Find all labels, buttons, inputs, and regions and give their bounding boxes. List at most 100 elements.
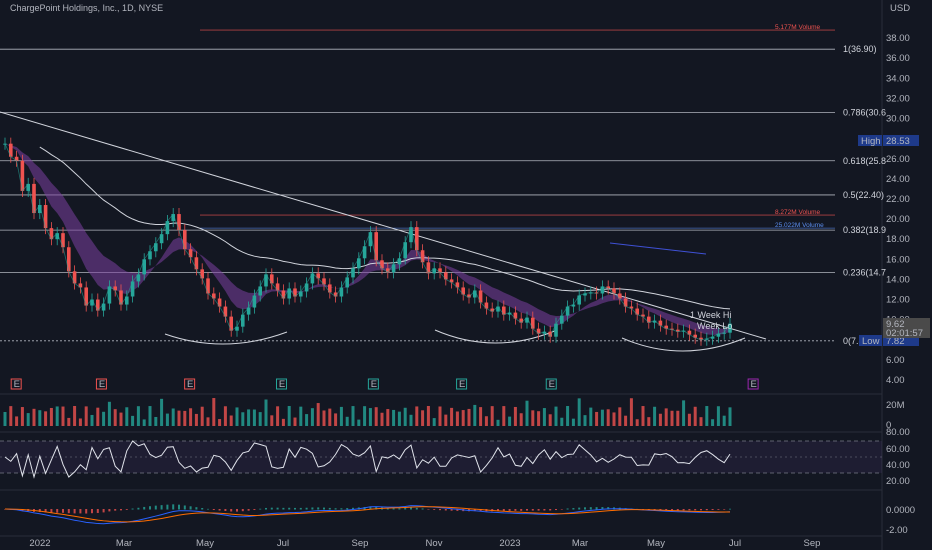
volume-bar — [258, 412, 262, 426]
candle-body — [618, 293, 622, 299]
candle-body — [212, 293, 216, 299]
candle-body — [699, 337, 703, 340]
volume-tick: 20M — [886, 400, 905, 411]
volume-bar — [589, 407, 593, 426]
candle-body — [287, 288, 291, 299]
candle-body — [722, 332, 726, 334]
candle-body — [658, 320, 663, 326]
candle-body — [531, 317, 535, 329]
earnings-marker-label: E — [187, 379, 193, 390]
candle-body — [159, 234, 164, 244]
volume-bar — [194, 413, 198, 426]
volume-bar — [363, 406, 367, 426]
volume-bar — [566, 406, 570, 426]
volume-bar — [548, 414, 552, 426]
candle-body — [502, 306, 506, 315]
macd-histogram-bar — [149, 506, 151, 510]
macd-histogram-bar — [537, 509, 540, 511]
volume-bar — [305, 414, 309, 426]
macd-histogram-bar — [705, 509, 708, 511]
macd-histogram-bar — [96, 509, 99, 513]
volume-bar — [281, 418, 285, 426]
fib-level-label: 1(36.90) — [843, 44, 877, 54]
cup-arc-3 — [621, 337, 746, 352]
macd-histogram-bar — [694, 509, 697, 511]
earnings-marker-box — [545, 378, 557, 390]
cup-arc-1 — [164, 331, 288, 345]
candle-body — [142, 259, 146, 275]
volume-bar — [223, 406, 227, 426]
price-tick: 22.00 — [886, 194, 910, 205]
earnings-marker-box — [367, 378, 379, 390]
volume-bar — [658, 413, 662, 426]
candle-body — [536, 328, 541, 334]
candle-body — [461, 287, 465, 295]
macd-histogram-bar — [143, 506, 146, 510]
candle-body — [328, 284, 332, 293]
macd-histogram-bar — [555, 509, 557, 511]
volume-bar — [444, 414, 448, 426]
volume-annotation-label: 5.177M Volume — [775, 24, 821, 31]
candle-body — [415, 227, 419, 251]
fib-level-label: 0.5(22.40) — [843, 190, 884, 200]
volume-bar — [218, 419, 222, 426]
price-axis: 38.0036.0034.0032.0030.0028.0026.0024.00… — [886, 33, 910, 386]
volume-bar — [415, 406, 419, 426]
time-axis-label: Sep — [804, 538, 821, 549]
earnings-marker-label: E — [279, 379, 285, 390]
candle-body — [426, 262, 431, 274]
macd-histogram-bar — [305, 507, 308, 510]
volume-bar — [339, 406, 343, 426]
volume-bar — [368, 408, 372, 426]
candle-body — [473, 290, 477, 298]
macd-histogram-bar — [572, 508, 575, 510]
candle-body — [693, 334, 697, 338]
macd-histogram-bar — [131, 508, 134, 510]
volume-bar — [171, 408, 175, 426]
volume-annotations: 5.177M Volume 8.272M Volume 25.022M Volume — [200, 24, 835, 229]
candle-body — [183, 230, 187, 250]
candle-body — [101, 303, 106, 311]
volume-bar — [380, 412, 384, 426]
time-axis: 2022 Mar May Jul Sep Nov 2023 Mar May Jul Sep — [29, 538, 820, 549]
time-axis-label: 2023 — [499, 538, 520, 549]
macd-histogram-bar — [711, 509, 714, 511]
fib-level-label: 0.236(14.7 — [843, 267, 886, 277]
currency-label: USD — [890, 3, 910, 14]
macd-histogram-bar — [334, 508, 337, 510]
candle-body — [403, 242, 407, 259]
volume-bar — [513, 406, 517, 426]
volume-bar — [107, 401, 111, 426]
volume-bar — [716, 406, 720, 426]
earnings-marker-box — [10, 378, 22, 390]
macd-histogram-bar — [218, 509, 221, 511]
earnings-marker-label: E — [14, 379, 20, 390]
downtrend-line — [0, 111, 767, 340]
volume-bar — [212, 398, 216, 426]
price-tick: 16.00 — [886, 254, 910, 265]
fib-level-label: 0(7.89) — [843, 336, 872, 346]
week-high-label: 1 Week Hi — [690, 310, 731, 320]
candle-body — [386, 268, 390, 273]
volume-bar — [508, 416, 512, 426]
candle-body — [652, 320, 657, 323]
volume-bar — [722, 415, 726, 426]
candle-body — [78, 283, 83, 288]
time-axis-label: Mar — [116, 538, 132, 549]
time-axis-label: Jul — [729, 538, 741, 549]
volume-bar — [96, 407, 100, 426]
countdown-timer: 02:01:57 — [886, 328, 923, 339]
volume-bar — [653, 406, 657, 426]
price-series-line — [4, 143, 731, 341]
volume-bar — [78, 418, 82, 426]
volume-bar — [577, 398, 581, 426]
candle-body — [560, 315, 564, 324]
time-axis-label: May — [196, 538, 214, 549]
candle-body — [554, 323, 558, 337]
macd-histogram-bar — [450, 509, 453, 511]
candle-body — [548, 331, 552, 337]
rsi-tick: 80.00 — [886, 427, 910, 438]
volume-bar — [247, 409, 251, 426]
volume-bar — [328, 408, 332, 426]
candle-body — [507, 312, 512, 315]
